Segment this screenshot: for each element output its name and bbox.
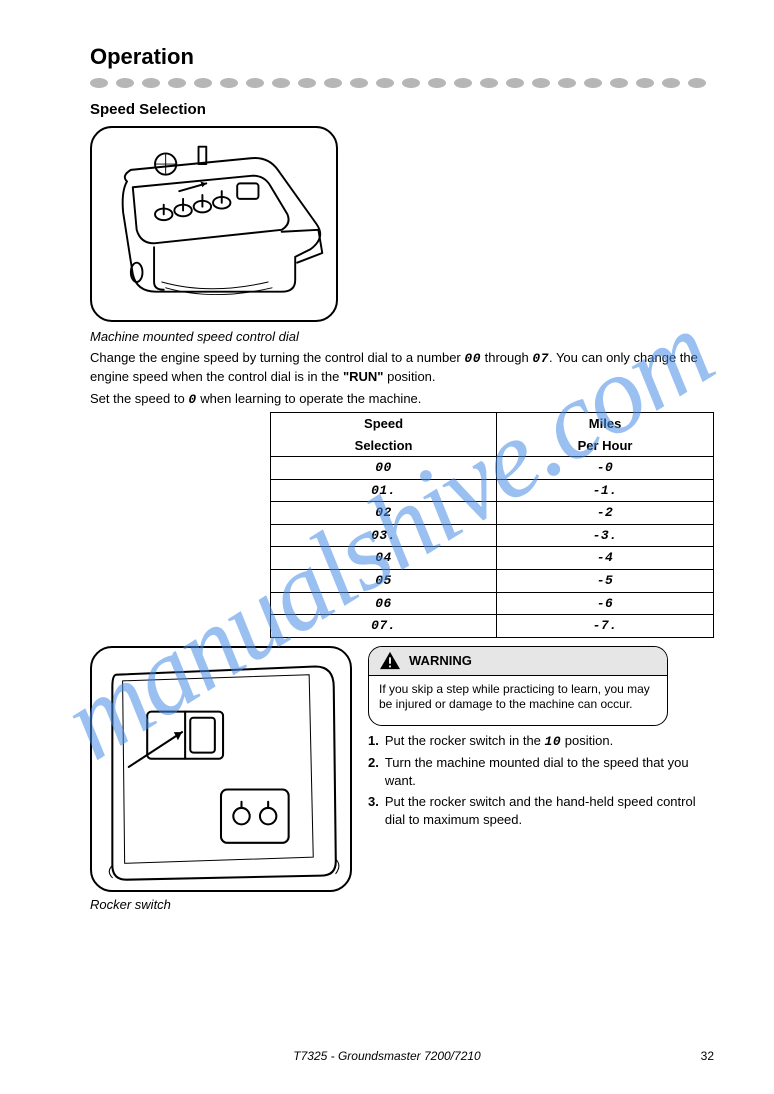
cell: -0 [497,457,714,480]
text: Put the rocker switch in the [385,733,541,748]
cell: -3. [497,524,714,547]
step-1: 1. Put the rocker switch in the 10 posit… [368,732,714,751]
page-title: Operation [90,42,714,72]
table-row: 05-5 [271,569,714,592]
figure-2-caption: Rocker switch [90,896,352,914]
lcd-value: 10 [545,734,562,749]
text: when learning to operate the machine. [200,391,421,406]
lcd-value: 0 [188,392,196,407]
figure-2 [90,646,352,892]
figure-1-caption: Machine mounted speed control dial [90,328,714,346]
lcd-value: 07 [532,351,549,366]
paragraph-2: Set the speed to 0 when learning to oper… [90,390,714,409]
cell: -1. [497,479,714,502]
text: through [485,350,529,365]
device-top-illustration [98,134,330,314]
speed-table: Speed Miles Selection Per Hour 00-0 01.-… [270,412,714,637]
cell: -2 [497,502,714,525]
table-row: 07.-7. [271,615,714,638]
cell: -7. [497,615,714,638]
cell: -5 [497,569,714,592]
col-header: Per Hour [497,435,714,457]
cell: 07. [271,615,497,638]
cell: -4 [497,547,714,570]
divider-ovals [90,78,714,88]
cell: 04 [271,547,497,570]
paragraph-1: Change the engine speed by turning the c… [90,349,714,385]
text: Turn the machine mounted dial to the spe… [385,754,714,789]
lcd-value: 00 [464,351,481,366]
table-row: 04-4 [271,547,714,570]
cell: 01. [271,479,497,502]
col-header: Miles [497,413,714,435]
rocker-switch-illustration [98,654,344,884]
cell: 05 [271,569,497,592]
section-heading: Speed Selection [90,100,714,120]
table-row: 01.-1. [271,479,714,502]
table-row: 03.-3. [271,524,714,547]
step-3: 3. Put the rocker switch and the hand-he… [368,793,714,828]
cell: 02 [271,502,497,525]
cell: 06 [271,592,497,615]
col-header: Selection [271,435,497,457]
text: Change the engine speed by turning the c… [90,350,461,365]
table-row: 02-2 [271,502,714,525]
col-header: Speed [271,413,497,435]
text: Set the speed to [90,391,185,406]
table-row: 06-6 [271,592,714,615]
warning-label: WARNING [409,652,472,670]
text: Put the rocker switch and the hand-held … [385,793,714,828]
table-row: 00-0 [271,457,714,480]
cell: 00 [271,457,497,480]
text: position. [565,733,613,748]
warning-text: If you skip a step while practicing to l… [369,676,667,725]
warning-box: WARNING If you skip a step while practic… [368,646,668,726]
footer-text: T7325 - Groundsmaster 7200/7210 [0,1048,774,1064]
page-number: 32 [701,1048,714,1064]
warning-icon [379,651,401,671]
cell: -6 [497,592,714,615]
text: position. [387,369,435,384]
figure-1 [90,126,338,322]
cell: 03. [271,524,497,547]
run-label: "RUN" [343,369,384,384]
step-2: 2. Turn the machine mounted dial to the … [368,754,714,789]
